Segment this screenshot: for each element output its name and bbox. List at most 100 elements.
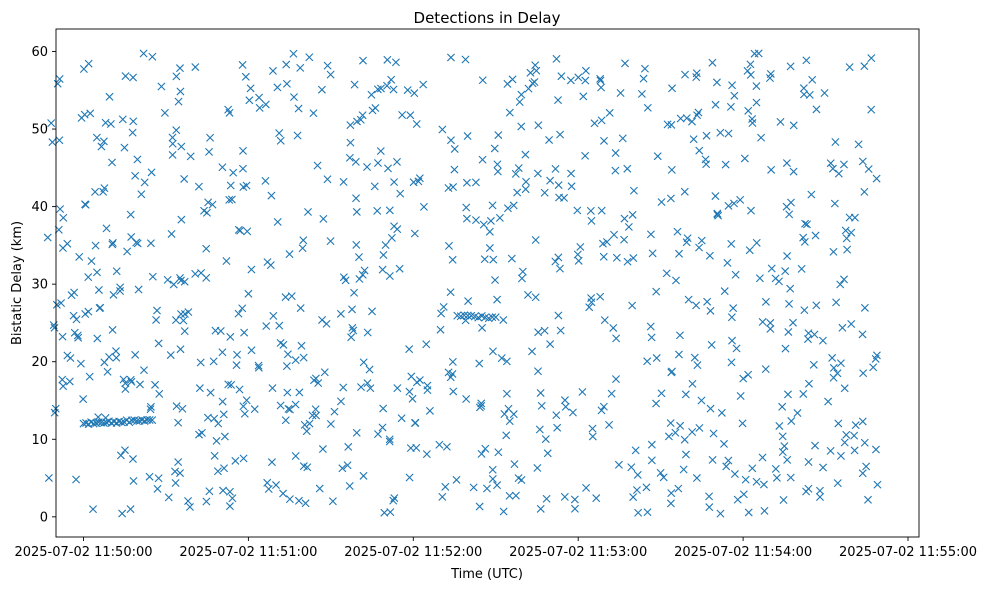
data-point <box>134 285 143 294</box>
data-point <box>831 138 840 146</box>
data-point <box>119 375 128 384</box>
data-point <box>634 508 643 517</box>
data-point <box>782 202 791 211</box>
data-point <box>350 80 359 89</box>
data-point <box>462 203 471 212</box>
data-point <box>339 383 348 392</box>
data-point <box>785 210 794 219</box>
data-point <box>709 429 718 438</box>
data-point <box>66 354 75 363</box>
data-point <box>385 435 394 444</box>
data-point <box>243 227 252 236</box>
data-point <box>815 493 824 502</box>
data-point <box>643 103 652 112</box>
data-point <box>441 482 450 491</box>
data-point <box>518 267 527 276</box>
data-point <box>708 58 717 67</box>
data-point <box>121 72 130 81</box>
data-point <box>117 418 126 427</box>
data-point <box>674 350 683 359</box>
data-point <box>727 313 736 322</box>
data-point <box>422 450 431 459</box>
data-point <box>354 253 363 262</box>
data-point <box>92 133 101 142</box>
data-point <box>832 298 841 307</box>
data-point <box>381 241 390 250</box>
data-point <box>299 353 308 362</box>
data-point <box>839 160 848 169</box>
data-point <box>802 220 811 229</box>
data-point <box>682 114 691 123</box>
data-point <box>708 455 717 464</box>
data-point <box>812 105 821 114</box>
data-point <box>871 354 880 363</box>
data-point <box>105 352 114 361</box>
data-point <box>666 499 675 508</box>
data-point <box>279 489 288 498</box>
data-point <box>148 52 157 61</box>
data-point <box>488 201 497 210</box>
data-point <box>118 115 127 124</box>
data-point <box>721 160 730 169</box>
data-point <box>517 122 526 131</box>
data-point <box>462 214 471 223</box>
data-point <box>385 206 394 215</box>
data-point <box>89 419 98 428</box>
data-point <box>213 467 222 476</box>
data-point <box>560 193 569 202</box>
data-point <box>58 244 67 253</box>
data-point <box>574 73 583 82</box>
data-point <box>129 476 138 485</box>
data-point <box>624 222 633 231</box>
data-point <box>160 108 169 117</box>
data-point <box>172 402 181 411</box>
data-point <box>789 167 798 176</box>
data-point <box>551 164 560 173</box>
data-point <box>746 206 755 215</box>
data-point <box>815 486 824 495</box>
x-tick-label: 2025-07-02 11:55:00 <box>839 545 977 560</box>
data-point <box>390 494 399 503</box>
data-point <box>74 333 83 342</box>
data-point <box>398 111 407 120</box>
data-point <box>761 297 770 306</box>
data-point <box>52 300 61 309</box>
data-point <box>241 72 250 81</box>
data-point <box>208 200 217 209</box>
data-point <box>667 165 676 174</box>
y-tick-label: 50 <box>31 123 48 138</box>
data-point <box>397 414 406 423</box>
data-point <box>174 97 183 106</box>
data-point <box>85 372 94 381</box>
data-point <box>744 508 753 517</box>
data-point <box>597 206 606 215</box>
data-point <box>297 341 306 350</box>
data-point <box>667 489 676 498</box>
data-point <box>276 136 285 145</box>
data-point <box>693 111 702 120</box>
data-point <box>542 494 551 503</box>
data-point <box>752 98 761 107</box>
data-point <box>488 474 497 483</box>
data-point <box>826 159 835 168</box>
data-point <box>348 323 357 332</box>
data-point <box>481 444 490 453</box>
data-point <box>746 70 755 79</box>
data-point <box>323 175 332 184</box>
data-point <box>858 417 867 426</box>
data-point <box>180 327 189 336</box>
data-point <box>491 313 500 322</box>
data-point <box>872 174 881 183</box>
data-point <box>618 134 627 143</box>
data-point <box>227 380 236 389</box>
data-point <box>279 340 288 349</box>
data-point <box>358 111 367 120</box>
data-point <box>493 160 502 169</box>
data-point <box>689 135 698 144</box>
data-point <box>349 326 358 335</box>
data-point <box>778 402 787 411</box>
data-point <box>488 465 497 474</box>
data-point <box>510 460 519 469</box>
data-point <box>281 416 290 425</box>
data-point <box>609 323 618 332</box>
